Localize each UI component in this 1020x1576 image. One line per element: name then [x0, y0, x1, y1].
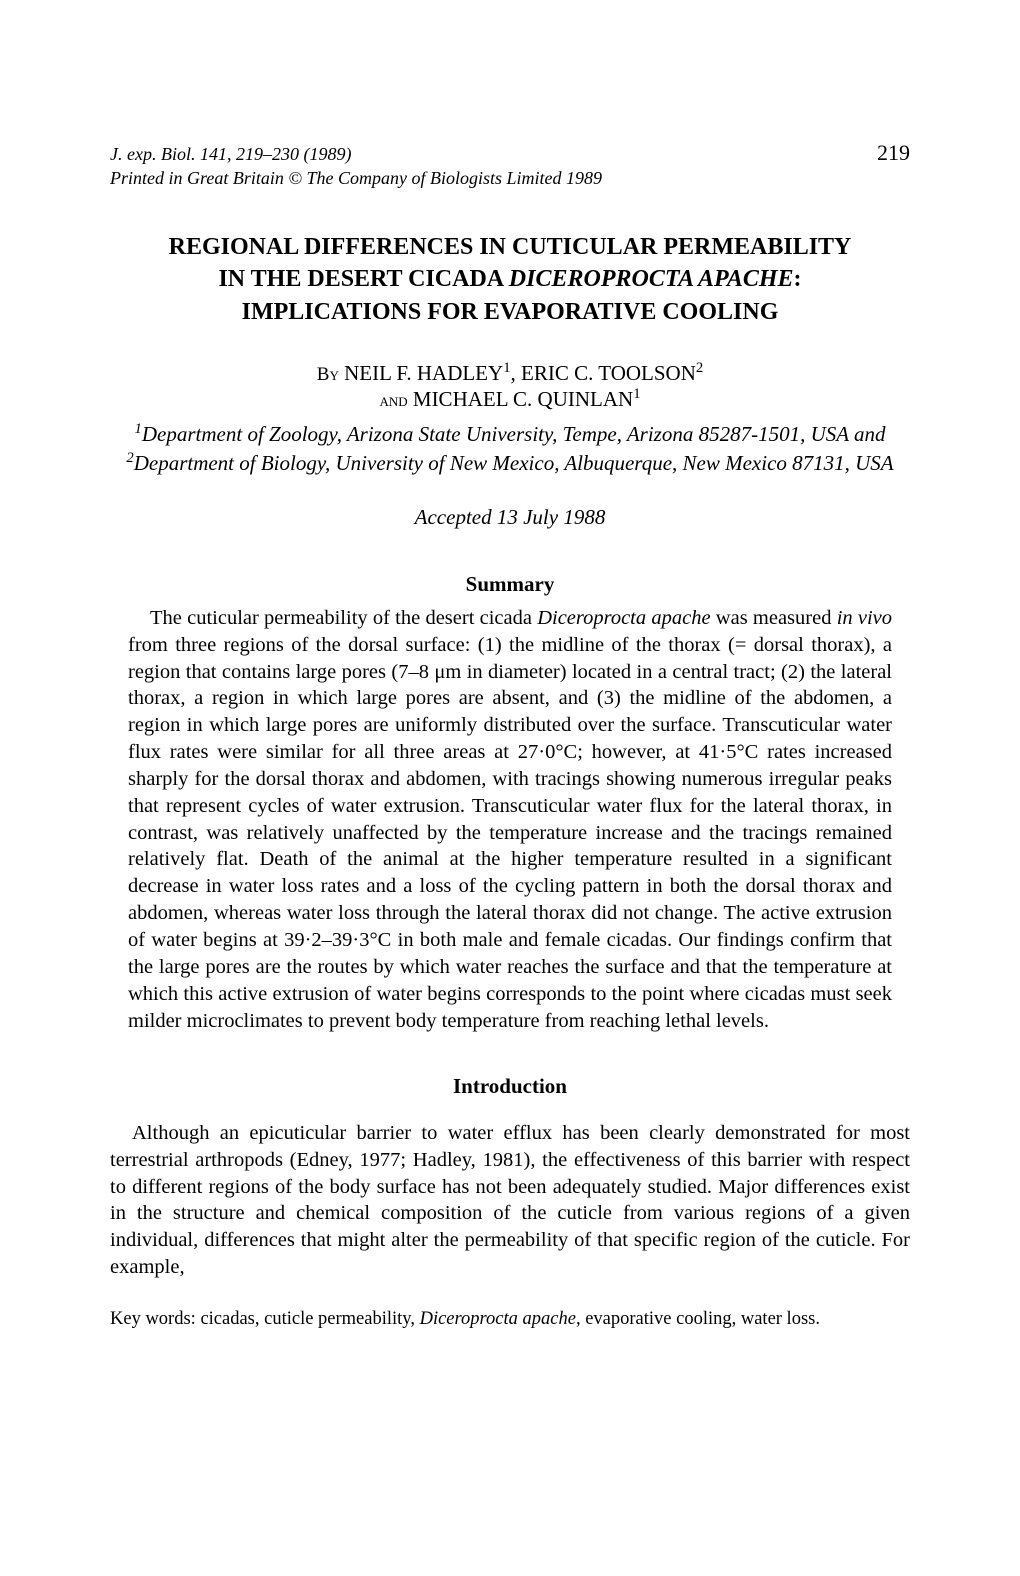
title-species: DICEROPROCTA APACHE — [509, 266, 794, 292]
citation: J. exp. Biol. 141, 219–230 (1989) — [110, 144, 351, 165]
page-number: 219 — [877, 140, 910, 166]
title-line-3: IMPLICATIONS FOR EVAPORATIVE COOLING — [242, 299, 779, 325]
introduction-heading: Introduction — [110, 1074, 910, 1099]
summary-paragraph: The cuticular permeability of the desert… — [128, 605, 892, 1035]
intro-paragraph: Although an epicuticular barrier to wate… — [110, 1120, 910, 1281]
keywords-text-b: , evaporative cooling, water loss. — [576, 1309, 820, 1329]
keywords-text-a: cicadas, cuticle permeability, — [200, 1309, 419, 1329]
summary-text-a: The cuticular permeability of the desert… — [150, 607, 537, 629]
running-header: J. exp. Biol. 141, 219–230 (1989) 219 — [110, 140, 910, 166]
keywords-species: Diceroprocta apache — [420, 1309, 576, 1329]
author-2: , ERIC C. TOOLSON — [511, 361, 696, 385]
and-label: and — [379, 390, 407, 410]
keywords-line: Key words: cicadas, cuticle permeability… — [110, 1309, 910, 1330]
summary-heading: Summary — [110, 572, 910, 597]
author-3: MICHAEL C. QUINLAN — [408, 387, 634, 411]
title-line-2c: : — [794, 266, 802, 292]
title-line-1: REGIONAL DIFFERENCES IN CUTICULAR PERMEA… — [169, 234, 852, 260]
affiliation-2: Department of Biology, University of New… — [134, 451, 894, 475]
title-line-2a: IN THE DESERT CICADA — [218, 266, 508, 292]
author-1: NEIL F. HADLEY — [339, 361, 503, 385]
affil-2-sup: 2 — [126, 450, 133, 466]
author-block: By NEIL F. HADLEY1, ERIC C. TOOLSON2 and… — [110, 360, 910, 412]
copyright-line: Printed in Great Britain © The Company o… — [110, 168, 910, 189]
summary-species: Diceroprocta apache — [537, 607, 710, 629]
affiliation-1: Department of Zoology, Arizona State Uni… — [142, 422, 849, 446]
summary-text-b: was measured — [711, 607, 837, 629]
article-title: REGIONAL DIFFERENCES IN CUTICULAR PERMEA… — [140, 231, 880, 328]
author-3-sup: 1 — [633, 386, 640, 402]
keywords-label: Key words: — [110, 1309, 200, 1329]
summary-text-c: from three regions of the dorsal surface… — [128, 634, 892, 1032]
affiliations: 1Department of Zoology, Arizona State Un… — [120, 420, 900, 477]
summary-invivo: in vivo — [837, 607, 892, 629]
accepted-date: Accepted 13 July 1988 — [110, 505, 910, 530]
affil-and: and — [849, 422, 886, 446]
author-1-sup: 1 — [503, 360, 510, 376]
by-label: By — [317, 364, 339, 385]
affil-1-sup: 1 — [135, 421, 142, 437]
author-2-sup: 2 — [696, 360, 703, 376]
